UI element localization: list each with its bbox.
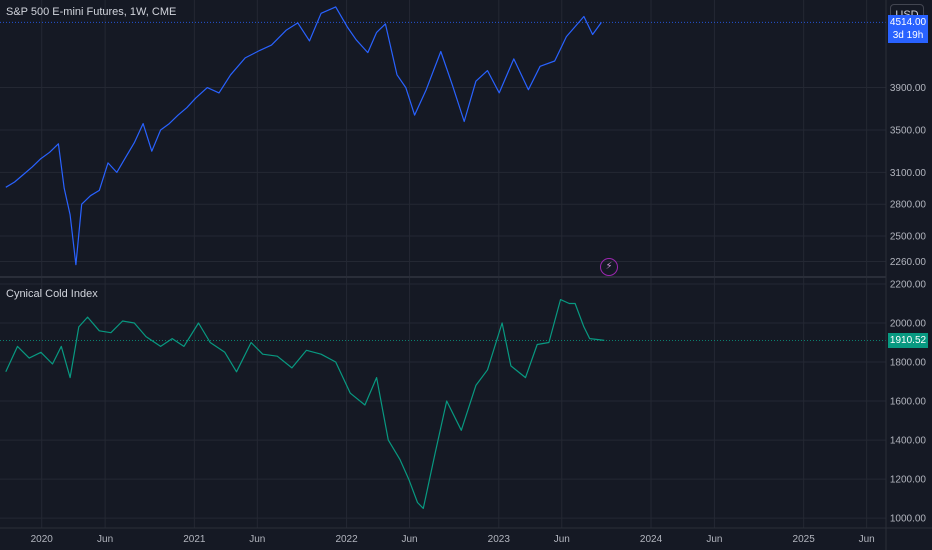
price-tick-label: 3100.00 (890, 168, 927, 179)
price-series-line (5, 6, 602, 266)
price-scale-axis[interactable]: 2260.00 2500.00 2800.00 3100.00 3500.00 3900.… (885, 0, 932, 550)
last-price-badge: 4514.00 3d 19h (888, 15, 928, 44)
grid-lines (0, 0, 886, 528)
bar-countdown: 3d 19h (892, 30, 924, 42)
time-tick-label: 2021 (183, 534, 206, 545)
price-scale-background (886, 0, 932, 550)
last-price-value: 4514.00 (889, 17, 927, 29)
time-tick-label: Jun (554, 534, 570, 545)
indicator-value-badge: 1910.52 (888, 333, 928, 349)
price-tick-label: 2500.00 (890, 232, 927, 243)
time-tick-label: 2024 (640, 534, 663, 545)
time-tick-label: Jun (859, 534, 875, 545)
indicator-series-line (5, 299, 605, 509)
price-tick-label: 1200.00 (890, 475, 927, 486)
time-tick-label: Jun (706, 534, 722, 545)
price-tick-label: 2000.00 (890, 318, 927, 329)
indicator-title: Cynical Cold Index (6, 288, 98, 300)
time-tick-label: Jun (97, 534, 113, 545)
price-tick-label: 2260.00 (890, 257, 927, 268)
main-price-pane[interactable] (0, 6, 886, 266)
lightning-icon[interactable]: ⚡ (600, 258, 618, 276)
chart-title: S&P 500 E-mini Futures, 1W, CME (6, 6, 177, 18)
price-tick-label: 2200.00 (890, 279, 927, 290)
price-tick-label: 2800.00 (890, 200, 927, 211)
time-tick-label: 2023 (488, 534, 511, 545)
price-tick-label: 1400.00 (890, 436, 927, 447)
time-tick-label: 2025 (793, 534, 816, 545)
time-tick-label: 2022 (335, 534, 358, 545)
time-scale-axis[interactable]: 2020 Jun 2021 Jun 2022 Jun 2023 Jun 2024 Jun 2025 J… (0, 527, 932, 545)
time-tick-label: Jun (401, 534, 417, 545)
price-tick-label: 3500.00 (890, 125, 927, 136)
indicator-pane[interactable] (0, 299, 886, 509)
time-tick-label: 2020 (31, 534, 54, 545)
time-tick-label: Jun (249, 534, 265, 545)
price-tick-label: 1000.00 (890, 514, 927, 525)
price-tick-label: 1800.00 (890, 358, 927, 369)
price-tick-label: 3900.00 (890, 83, 927, 94)
price-tick-label: 1600.00 (890, 397, 927, 408)
